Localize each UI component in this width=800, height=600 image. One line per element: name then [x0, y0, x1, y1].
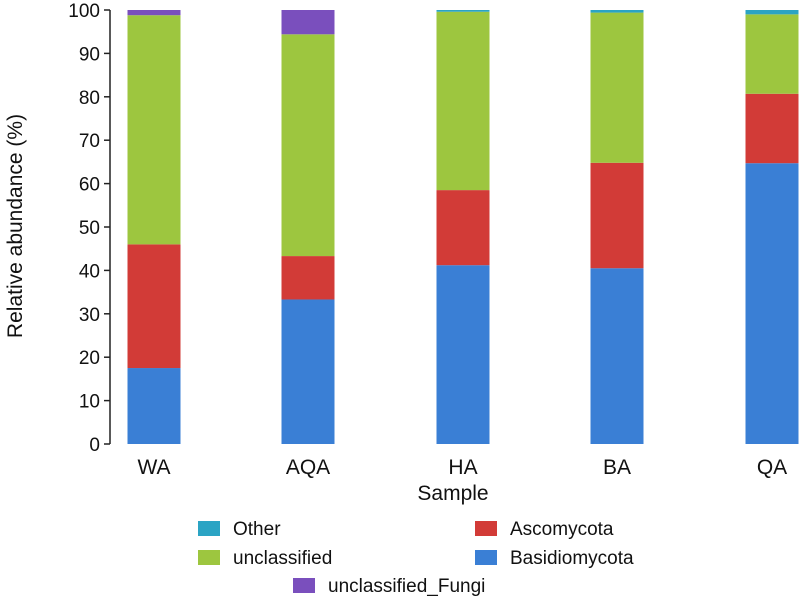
y-axis-title: Relative abundance (%)	[4, 114, 27, 338]
bar-segment-wa-ascomycota	[127, 244, 181, 369]
bar-segment-aqa-basidiomycota	[281, 299, 335, 444]
bar-segment-qa-unclassified	[745, 14, 799, 94]
legend-swatch-unclassified	[198, 550, 220, 565]
y-tick-label: 50	[79, 218, 100, 239]
y-tick-label: 60	[79, 175, 100, 196]
bar-segment-ha-other	[436, 10, 490, 12]
bar-segment-ha-ascomycota	[436, 190, 490, 266]
legend-label-other: Other	[233, 519, 281, 540]
y-tick-label: 30	[79, 305, 100, 326]
legend: Other Ascomycota unclassified Basidiomycota…	[198, 519, 634, 597]
y-tick-label: 40	[79, 261, 100, 282]
bar-segment-wa-unclassified	[127, 15, 181, 245]
y-tick-label: 100	[68, 1, 100, 22]
legend-swatch-ascomycota	[475, 521, 497, 536]
bar-segment-wa-basidiomycota	[127, 368, 181, 444]
legend-swatch-basidiomycota	[475, 550, 497, 565]
axes: 0 10 20 30 40 50 60 70 80 90 100 WA AQA HA BA QA	[68, 1, 787, 479]
bar-segment-ba-other	[590, 10, 644, 13]
legend-swatch-unclassified-fungi	[293, 578, 315, 593]
y-tick-label: 10	[79, 392, 100, 413]
bar-segment-ba-basidiomycota	[590, 268, 644, 444]
y-tick-label: 80	[79, 88, 100, 109]
plot-area	[127, 10, 799, 444]
legend-label-unclassified-fungi: unclassified_Fungi	[328, 576, 485, 597]
x-tick-label: AQA	[286, 456, 330, 479]
legend-label-ascomycota: Ascomycota	[510, 519, 614, 540]
x-axis-title: Sample	[417, 482, 488, 505]
y-tick-label: 70	[79, 131, 100, 152]
legend-label-basidiomycota: Basidiomycota	[510, 548, 634, 569]
bar-segment-ba-unclassified	[590, 12, 644, 163]
y-tick-label: 20	[79, 348, 100, 369]
bar-segment-wa-unclassified-fungi	[127, 10, 181, 16]
x-tick-label: QA	[757, 456, 787, 479]
x-tick-label: WA	[137, 456, 170, 479]
legend-label-unclassified: unclassified	[233, 548, 332, 569]
bar-segment-aqa-unclassified-fungi	[281, 10, 335, 35]
bar-segment-ha-unclassified	[436, 11, 490, 191]
y-tick-label: 90	[79, 44, 100, 65]
x-tick-label: HA	[448, 456, 477, 479]
bar-segment-aqa-ascomycota	[281, 256, 335, 300]
bar-segment-qa-basidiomycota	[745, 163, 799, 444]
legend-swatch-other	[198, 521, 220, 536]
bar-segment-ba-ascomycota	[590, 162, 644, 269]
y-tick-label: 0	[89, 435, 100, 456]
bar-segment-qa-other	[745, 10, 799, 15]
bar-segment-qa-ascomycota	[745, 93, 799, 164]
bar-segment-ha-basidiomycota	[436, 265, 490, 444]
bar-segment-aqa-unclassified	[281, 34, 335, 257]
x-tick-label: BA	[603, 456, 631, 479]
